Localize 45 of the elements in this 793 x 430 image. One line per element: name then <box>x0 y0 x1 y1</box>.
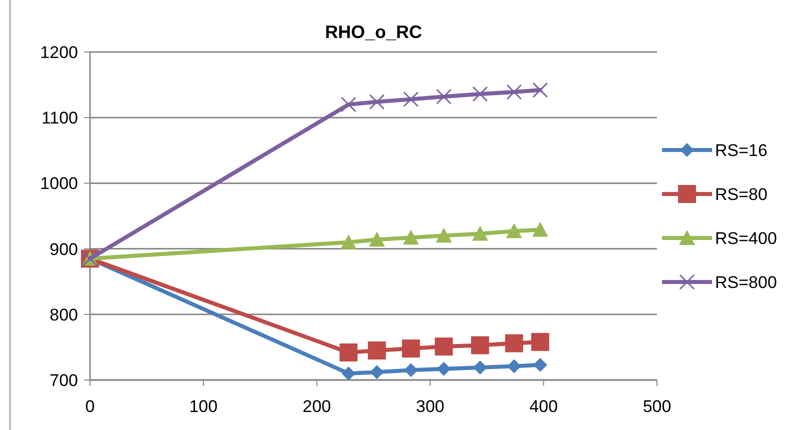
legend-label: RS=16 <box>715 140 768 160</box>
x-tick-label: 0 <box>85 397 95 416</box>
y-tick-label: 900 <box>50 240 78 259</box>
point <box>506 84 522 100</box>
point <box>473 360 488 375</box>
point <box>340 234 357 250</box>
point <box>340 96 356 112</box>
chart-title: RHO_o_RC <box>324 22 422 42</box>
x-tick-label: 500 <box>642 397 672 416</box>
y-tick-label: 800 <box>50 305 78 324</box>
x-tick-label: 400 <box>529 397 558 416</box>
point <box>436 88 452 104</box>
point <box>471 336 490 354</box>
point <box>370 365 384 380</box>
point <box>507 359 522 374</box>
x-tick-label: 100 <box>189 397 218 416</box>
point <box>436 362 451 376</box>
point <box>340 343 358 362</box>
y-tick-label: 1200 <box>40 42 78 62</box>
point <box>342 366 356 380</box>
point <box>402 340 420 358</box>
legend-label: RS=80 <box>715 184 768 204</box>
point <box>533 358 548 372</box>
point <box>404 363 418 378</box>
point <box>532 222 548 237</box>
point <box>402 230 419 245</box>
point <box>403 91 419 107</box>
point <box>472 86 488 102</box>
point <box>436 228 452 243</box>
y-tick-label: 700 <box>50 370 78 390</box>
legend-label: RS=400 <box>715 228 777 248</box>
y-tick-label: 1000 <box>40 174 78 194</box>
point <box>368 341 386 360</box>
x-tick-label: 200 <box>302 397 331 416</box>
point <box>505 334 524 352</box>
point <box>531 332 550 351</box>
legend-label: RS=800 <box>715 272 777 292</box>
point <box>369 94 385 110</box>
point <box>506 223 522 238</box>
y-tick-label: 1100 <box>41 108 78 128</box>
point <box>434 338 453 356</box>
point <box>472 226 488 241</box>
point <box>532 82 548 98</box>
x-tick-label: 300 <box>416 397 444 416</box>
point <box>368 232 385 247</box>
